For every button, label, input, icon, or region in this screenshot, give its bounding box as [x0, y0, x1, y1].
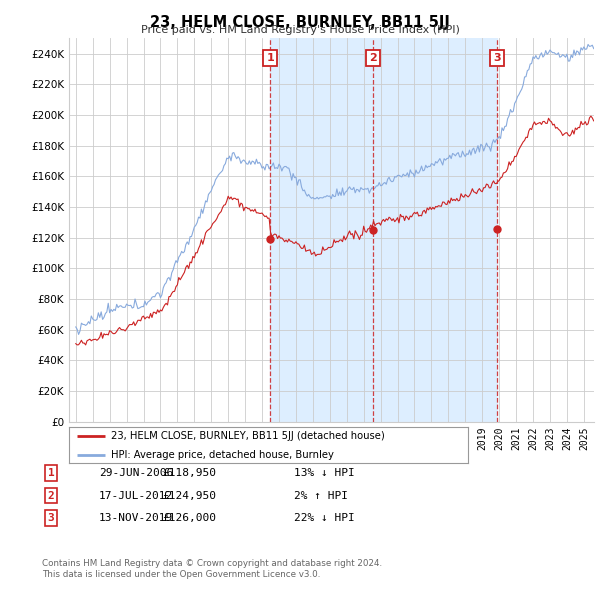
Text: 1: 1 — [266, 53, 274, 63]
Text: 23, HELM CLOSE, BURNLEY, BB11 5JJ (detached house): 23, HELM CLOSE, BURNLEY, BB11 5JJ (detac… — [111, 431, 385, 441]
Text: £118,950: £118,950 — [162, 468, 216, 478]
Text: 2: 2 — [369, 53, 377, 63]
Text: £124,950: £124,950 — [162, 491, 216, 500]
Text: £126,000: £126,000 — [162, 513, 216, 523]
Text: HPI: Average price, detached house, Burnley: HPI: Average price, detached house, Burn… — [111, 450, 334, 460]
Text: 17-JUL-2012: 17-JUL-2012 — [99, 491, 173, 500]
Bar — [271, 38, 373, 422]
Text: 23, HELM CLOSE, BURNLEY, BB11 5JJ: 23, HELM CLOSE, BURNLEY, BB11 5JJ — [150, 15, 450, 30]
Text: 1: 1 — [47, 468, 55, 478]
Text: 22% ↓ HPI: 22% ↓ HPI — [294, 513, 355, 523]
Text: 2% ↑ HPI: 2% ↑ HPI — [294, 491, 348, 500]
Text: 13% ↓ HPI: 13% ↓ HPI — [294, 468, 355, 478]
Text: 3: 3 — [47, 513, 55, 523]
Bar — [373, 38, 497, 422]
Text: 3: 3 — [493, 53, 501, 63]
Text: Contains HM Land Registry data © Crown copyright and database right 2024.: Contains HM Land Registry data © Crown c… — [42, 559, 382, 568]
Text: 29-JUN-2006: 29-JUN-2006 — [99, 468, 173, 478]
Text: Price paid vs. HM Land Registry's House Price Index (HPI): Price paid vs. HM Land Registry's House … — [140, 25, 460, 35]
Text: 13-NOV-2019: 13-NOV-2019 — [99, 513, 173, 523]
Text: This data is licensed under the Open Government Licence v3.0.: This data is licensed under the Open Gov… — [42, 570, 320, 579]
Text: 2: 2 — [47, 491, 55, 500]
